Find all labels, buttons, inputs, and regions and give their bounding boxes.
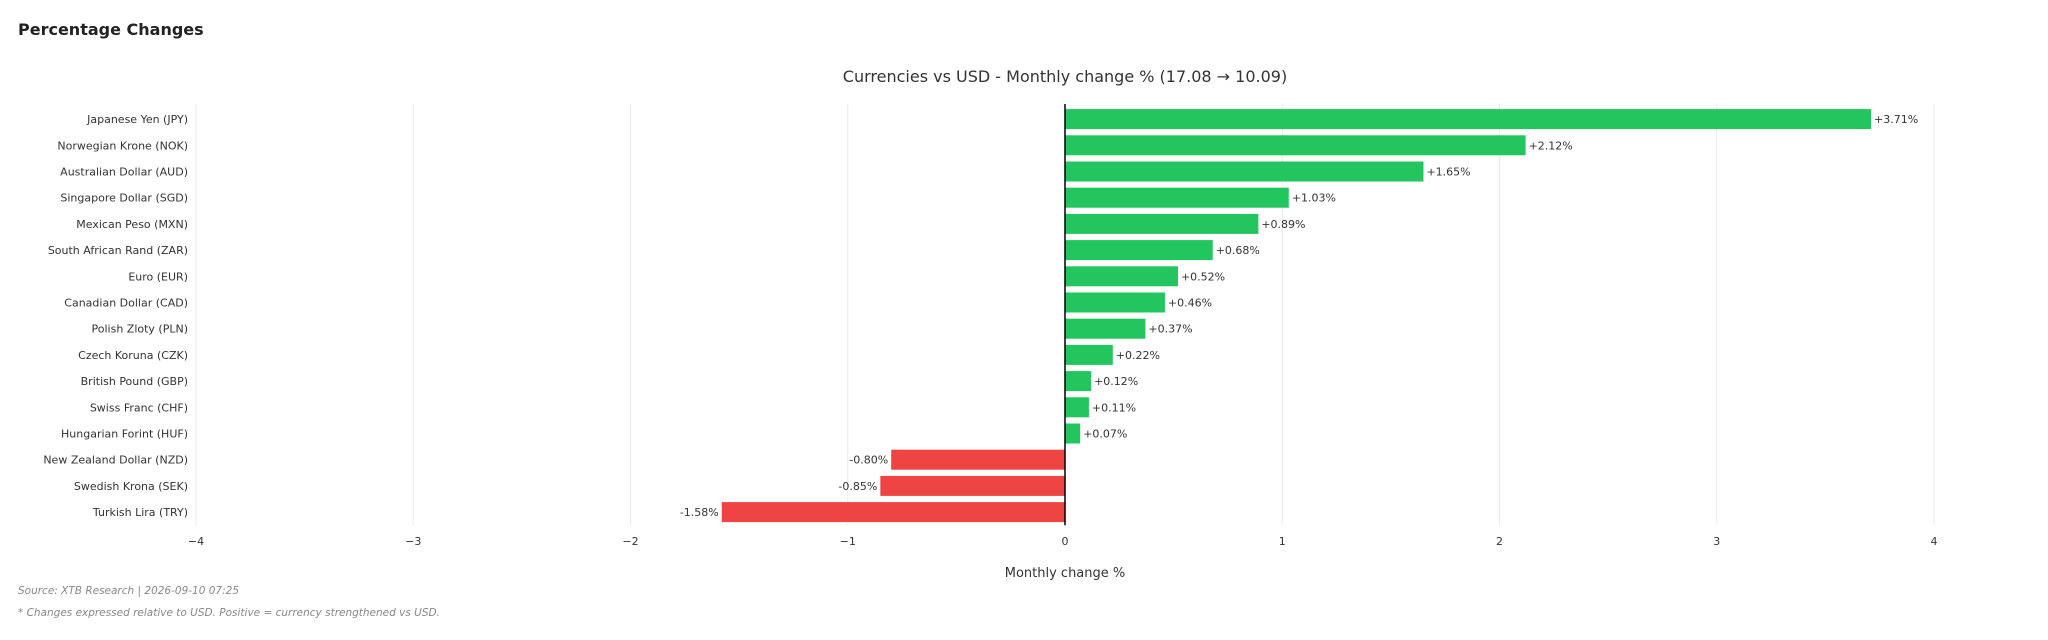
section-title: Percentage Changes — [18, 20, 204, 39]
bar — [1065, 292, 1165, 313]
category-label: Turkish Lira (TRY) — [92, 506, 188, 519]
bar — [1065, 213, 1259, 234]
x-tick-label: 2 — [1496, 535, 1503, 548]
data-label: -0.85% — [838, 480, 877, 493]
bar — [1065, 135, 1526, 156]
category-label: Canadian Dollar (CAD) — [64, 297, 188, 310]
category-label: Polish Zloty (PLN) — [92, 323, 189, 336]
category-label: Norwegian Krone (NOK) — [57, 139, 188, 152]
bar — [1065, 266, 1178, 287]
bar-chart: Currencies vs USD - Monthly change % (17… — [43, 67, 1938, 580]
data-label: +0.52% — [1181, 270, 1225, 283]
data-label: +0.89% — [1261, 218, 1305, 231]
category-label: New Zealand Dollar (NZD) — [43, 454, 188, 467]
category-label: Swedish Krona (SEK) — [74, 480, 188, 493]
data-label: +0.07% — [1083, 428, 1127, 441]
bar — [1065, 423, 1081, 444]
x-tick-label: −3 — [405, 535, 421, 548]
category-label: Singapore Dollar (SGD) — [60, 192, 188, 205]
x-tick-label: 3 — [1713, 535, 1720, 548]
data-label: +0.11% — [1092, 401, 1136, 414]
bar — [1065, 161, 1424, 182]
data-label: +3.71% — [1874, 113, 1918, 126]
bar — [721, 502, 1065, 523]
bar — [1065, 318, 1146, 339]
x-tick-label: 4 — [1931, 535, 1938, 548]
category-label: Mexican Peso (MXN) — [76, 218, 188, 231]
chart-source: Source: XTB Research | 2026-09-10 07:25 — [18, 585, 240, 597]
category-label: Czech Koruna (CZK) — [78, 349, 188, 362]
x-tick-label: 1 — [1279, 535, 1286, 548]
bar — [1065, 240, 1213, 261]
category-label: Euro (EUR) — [128, 270, 188, 283]
data-label: +1.03% — [1292, 192, 1336, 205]
chart-footnote: * Changes expressed relative to USD. Pos… — [18, 607, 440, 619]
x-axis-label: Monthly change % — [1005, 566, 1126, 580]
category-label: Hungarian Forint (HUF) — [61, 428, 188, 441]
bar — [891, 449, 1065, 470]
data-label: -1.58% — [680, 506, 719, 519]
data-label: +0.22% — [1116, 349, 1160, 362]
data-label: +1.65% — [1426, 166, 1470, 179]
data-label: +0.46% — [1168, 297, 1212, 310]
data-label: +0.68% — [1216, 244, 1260, 257]
x-tick-label: −1 — [840, 535, 856, 548]
bar — [1065, 371, 1092, 392]
data-label: +2.12% — [1529, 139, 1573, 152]
bar — [880, 475, 1065, 496]
data-label: -0.80% — [849, 454, 888, 467]
data-label: +0.37% — [1148, 323, 1192, 336]
bar — [1065, 187, 1289, 208]
bar — [1065, 344, 1113, 365]
x-tick-label: −4 — [188, 535, 204, 548]
category-label: Japanese Yen (JPY) — [86, 113, 188, 126]
bar — [1065, 397, 1089, 418]
category-label: British Pound (GBP) — [81, 375, 188, 388]
category-label: South African Rand (ZAR) — [48, 244, 188, 257]
x-tick-label: 0 — [1062, 535, 1069, 548]
bar — [1065, 109, 1871, 130]
category-label: Australian Dollar (AUD) — [60, 166, 188, 179]
data-label: +0.12% — [1094, 375, 1138, 388]
chart-title: Currencies vs USD - Monthly change % (17… — [843, 67, 1287, 86]
x-tick-label: −2 — [622, 535, 638, 548]
category-label: Swiss Franc (CHF) — [90, 401, 188, 414]
